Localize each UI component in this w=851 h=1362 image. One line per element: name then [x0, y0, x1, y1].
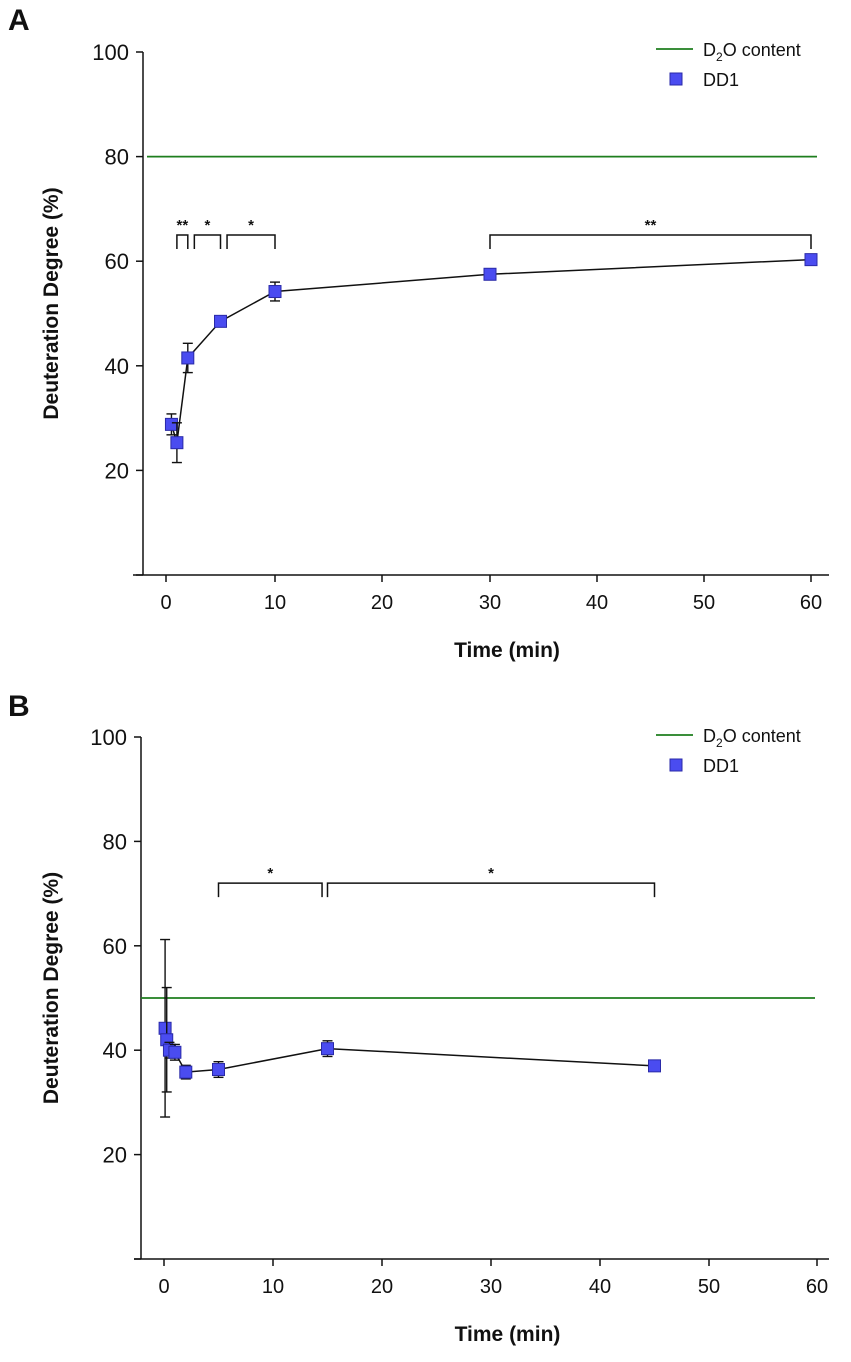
legend-label-d2o: D2O content	[703, 726, 801, 750]
panel-label: A	[8, 4, 30, 37]
legend-label-main: D	[703, 726, 716, 746]
x-tick-label: 30	[480, 1276, 502, 1298]
data-point	[214, 314, 227, 328]
data-point	[170, 436, 184, 450]
data-point	[321, 1042, 334, 1056]
x-tick-label: 0	[160, 592, 171, 614]
data-point	[212, 1063, 225, 1077]
significance-label: *	[488, 865, 494, 882]
y-tick-label: 20	[105, 458, 129, 483]
legend-label-rest: O content	[723, 40, 801, 60]
x-tick-label: 10	[264, 592, 286, 614]
x-axis-label: Time (min)	[454, 639, 560, 662]
y-tick-label: 40	[105, 354, 129, 379]
legend-label-series: DD1	[703, 70, 739, 90]
x-tick-label: 60	[800, 592, 822, 614]
y-axis-label: Deuteration Degree (%)	[40, 872, 63, 1104]
significance-bracket	[193, 234, 222, 250]
x-tick-label: 0	[158, 1276, 169, 1298]
x-axis-label: Time (min)	[455, 1323, 561, 1346]
significance-bracket	[489, 234, 812, 250]
data-point	[179, 1065, 193, 1079]
panel-label: B	[8, 690, 30, 723]
y-tick-label: 100	[92, 40, 129, 65]
data-point	[168, 1045, 182, 1059]
legend-label-sub: 2	[716, 736, 723, 750]
y-tick-label: 80	[105, 145, 129, 170]
significance-label: **	[645, 217, 657, 234]
legend-marker-swatch	[669, 72, 683, 86]
data-point	[181, 351, 195, 365]
data-point	[804, 253, 818, 267]
legend-marker-swatch	[669, 758, 683, 772]
x-tick-label: 40	[586, 592, 608, 614]
x-tick-label: 10	[262, 1276, 284, 1298]
significance-bracket	[226, 234, 276, 250]
x-tick-label: 20	[371, 592, 393, 614]
y-axis-label: Deuteration Degree (%)	[40, 187, 63, 419]
chart-svg: 20 40 60 80 100 0 10 20 30 40 50 60 Time (min) Deuter…	[40, 725, 829, 1346]
data-point	[164, 417, 178, 431]
x-tick-label: 40	[589, 1276, 611, 1298]
significance-label: **	[177, 217, 189, 234]
x-tick-label: 30	[479, 592, 501, 614]
y-tick-label: 60	[105, 249, 129, 274]
chart-panel-b: B 20 40 60 80 100 0 10 20 30 40 50 60 Time (min) Deut…	[0, 686, 851, 1362]
x-tick-label: 20	[371, 1276, 393, 1298]
y-tick-label: 40	[103, 1038, 127, 1063]
x-tick-label: 50	[698, 1276, 720, 1298]
y-tick-label: 20	[103, 1143, 127, 1168]
legend-label-d2o: D2O content	[703, 40, 801, 64]
chart-panel-a: A 20 40 60 80 100 0 10 20 30 40 50 60 Time (min) Deut…	[0, 0, 851, 676]
data-point	[158, 1021, 172, 1035]
y-tick-label: 100	[90, 725, 127, 750]
significance-bracket	[326, 882, 656, 898]
significance-label: *	[204, 217, 210, 234]
y-tick-label: 60	[103, 934, 127, 959]
legend-label-sub: 2	[716, 50, 723, 64]
legend-label-main: D	[703, 40, 716, 60]
significance-label: *	[267, 865, 273, 882]
significance-label: *	[248, 217, 254, 234]
legend-label-rest: O content	[723, 726, 801, 746]
x-tick-label: 50	[693, 592, 715, 614]
series-line	[164, 1028, 655, 1073]
data-point	[483, 267, 497, 281]
chart-svg: 20 40 60 80 100 0 10 20 30 40 50 60 Time (min) Deuter…	[40, 40, 829, 662]
legend-label-series: DD1	[703, 756, 739, 776]
significance-bracket	[217, 882, 323, 898]
x-tick-label: 60	[806, 1276, 828, 1298]
data-point	[268, 285, 282, 299]
series-line	[170, 258, 812, 443]
y-tick-label: 80	[103, 829, 127, 854]
significance-bracket	[176, 234, 189, 250]
data-point	[648, 1059, 661, 1073]
